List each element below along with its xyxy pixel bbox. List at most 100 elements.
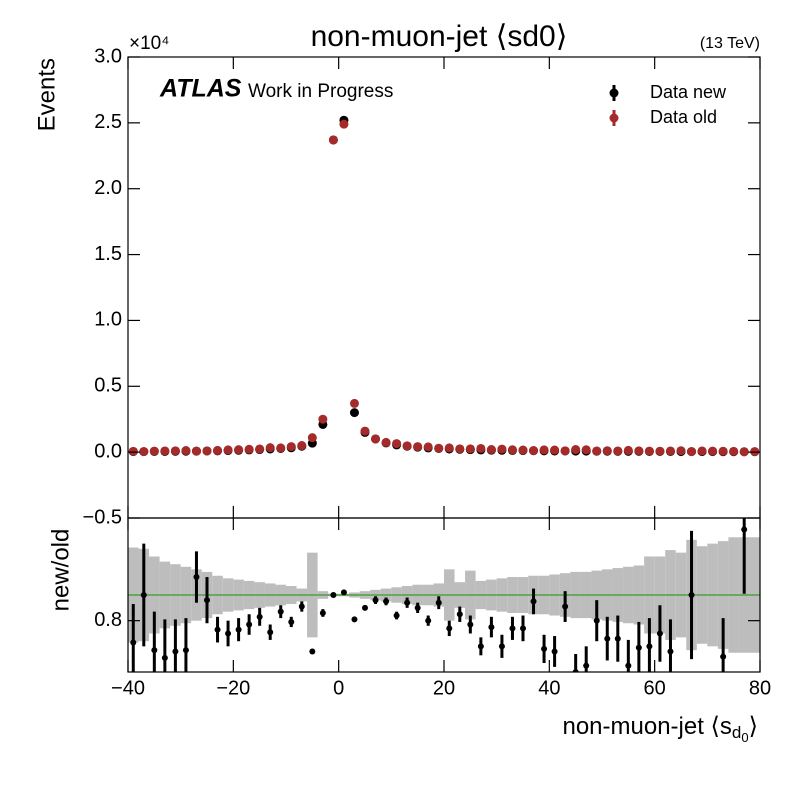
data-point: [486, 445, 496, 455]
chart-title: non-muon-jet ⟨sd0⟩: [311, 20, 568, 53]
legend-label: Data old: [650, 107, 717, 127]
data-point: [318, 414, 328, 424]
data-point: [529, 446, 539, 456]
data-point: [688, 592, 695, 598]
data-point: [635, 644, 642, 651]
axes: −0.5 0.0 0.5 1.0 1.5 2.0 2.5 3.0 Data new Data ol…: [83, 45, 772, 699]
data-point: [507, 445, 517, 455]
data-point: [286, 442, 296, 452]
data-point: [613, 446, 623, 456]
data-point: [276, 443, 286, 453]
data-point: [646, 643, 653, 650]
data-point: [371, 434, 381, 444]
data-point: [193, 574, 200, 581]
x-axis-label-end: ⟩: [749, 713, 758, 740]
data-point: [182, 647, 189, 654]
experiment-label: ATLAS: [159, 75, 242, 103]
data-point: [223, 445, 233, 455]
data-point: [676, 446, 686, 456]
data-point: [497, 444, 507, 454]
data-point: [455, 444, 465, 454]
data-point: [518, 445, 528, 455]
data-point: [697, 446, 707, 456]
data-point: [139, 447, 149, 457]
data-point: [456, 611, 463, 618]
data-point: [465, 444, 475, 454]
data-point: [634, 446, 644, 456]
data-point: [151, 647, 158, 654]
data-point: [204, 597, 210, 604]
data-point: [583, 662, 590, 669]
data-point: [414, 604, 421, 611]
y-tick-label: 0.0: [94, 440, 122, 462]
data-point: [225, 630, 232, 637]
data-point: [413, 442, 423, 452]
x-axis-label-sub: d: [732, 723, 741, 742]
y-tick-label: 2.5: [94, 111, 122, 133]
data-point: [383, 598, 390, 605]
x-axis-label: non-muon-jet ⟨sd0⟩: [562, 713, 758, 745]
y-axis-label: Events: [33, 58, 60, 131]
data-point: [128, 446, 138, 456]
legend-marker: [609, 88, 619, 98]
data-point: [423, 442, 433, 452]
data-point: [349, 408, 359, 418]
data-point: [170, 446, 180, 456]
x-tick-label: −40: [111, 677, 145, 699]
x-tick-label: 80: [749, 677, 771, 699]
data-point: [246, 621, 253, 628]
data-point: [520, 625, 526, 632]
data-point: [581, 445, 591, 455]
main-plot: [128, 115, 760, 457]
x-tick-label: 60: [644, 677, 666, 699]
data-point: [351, 616, 358, 623]
ratio-plot: [128, 518, 760, 672]
data-point: [307, 433, 317, 443]
status-label: Work in Progress: [248, 81, 393, 102]
data-point: [202, 446, 212, 456]
data-point: [372, 597, 379, 604]
data-point: [623, 445, 633, 455]
data-point: [562, 603, 569, 610]
data-point: [339, 119, 349, 129]
data-point: [488, 624, 495, 631]
data-point: [140, 592, 147, 598]
data-point: [265, 443, 275, 453]
data-point: [539, 445, 549, 455]
data-point: [435, 599, 442, 606]
data-point: [277, 608, 284, 615]
data-point: [404, 599, 411, 606]
y-tick-label: 2.0: [94, 177, 122, 199]
legend-marker: [609, 113, 619, 123]
data-point: [720, 653, 727, 660]
data-point: [541, 645, 548, 652]
y-tick-label: 0.5: [94, 375, 122, 397]
data-point: [425, 617, 432, 624]
y-tick-label: 1.0: [94, 309, 122, 331]
data-point: [530, 598, 537, 605]
data-point: [393, 612, 400, 619]
data-point: [446, 625, 453, 632]
data-point: [181, 446, 191, 456]
data-point: [550, 445, 560, 455]
data-point: [560, 446, 570, 456]
data-point: [602, 446, 612, 456]
data-point: [172, 648, 179, 655]
data-point: [392, 439, 402, 449]
x-tick-label: −20: [216, 677, 250, 699]
y-tick-label: 1.5: [94, 243, 122, 265]
data-point: [328, 135, 338, 145]
data-point: [191, 446, 201, 456]
data-point: [655, 446, 665, 456]
data-point: [614, 635, 621, 642]
x-tick-label: 0: [333, 677, 344, 699]
data-point: [256, 613, 263, 620]
data-point: [267, 629, 274, 636]
data-point: [130, 639, 137, 646]
data-point: [381, 437, 391, 447]
data-point: [509, 625, 516, 632]
data-point: [234, 445, 244, 455]
ratio-y-axis-label: new/old: [47, 529, 74, 612]
data-point: [665, 446, 675, 456]
